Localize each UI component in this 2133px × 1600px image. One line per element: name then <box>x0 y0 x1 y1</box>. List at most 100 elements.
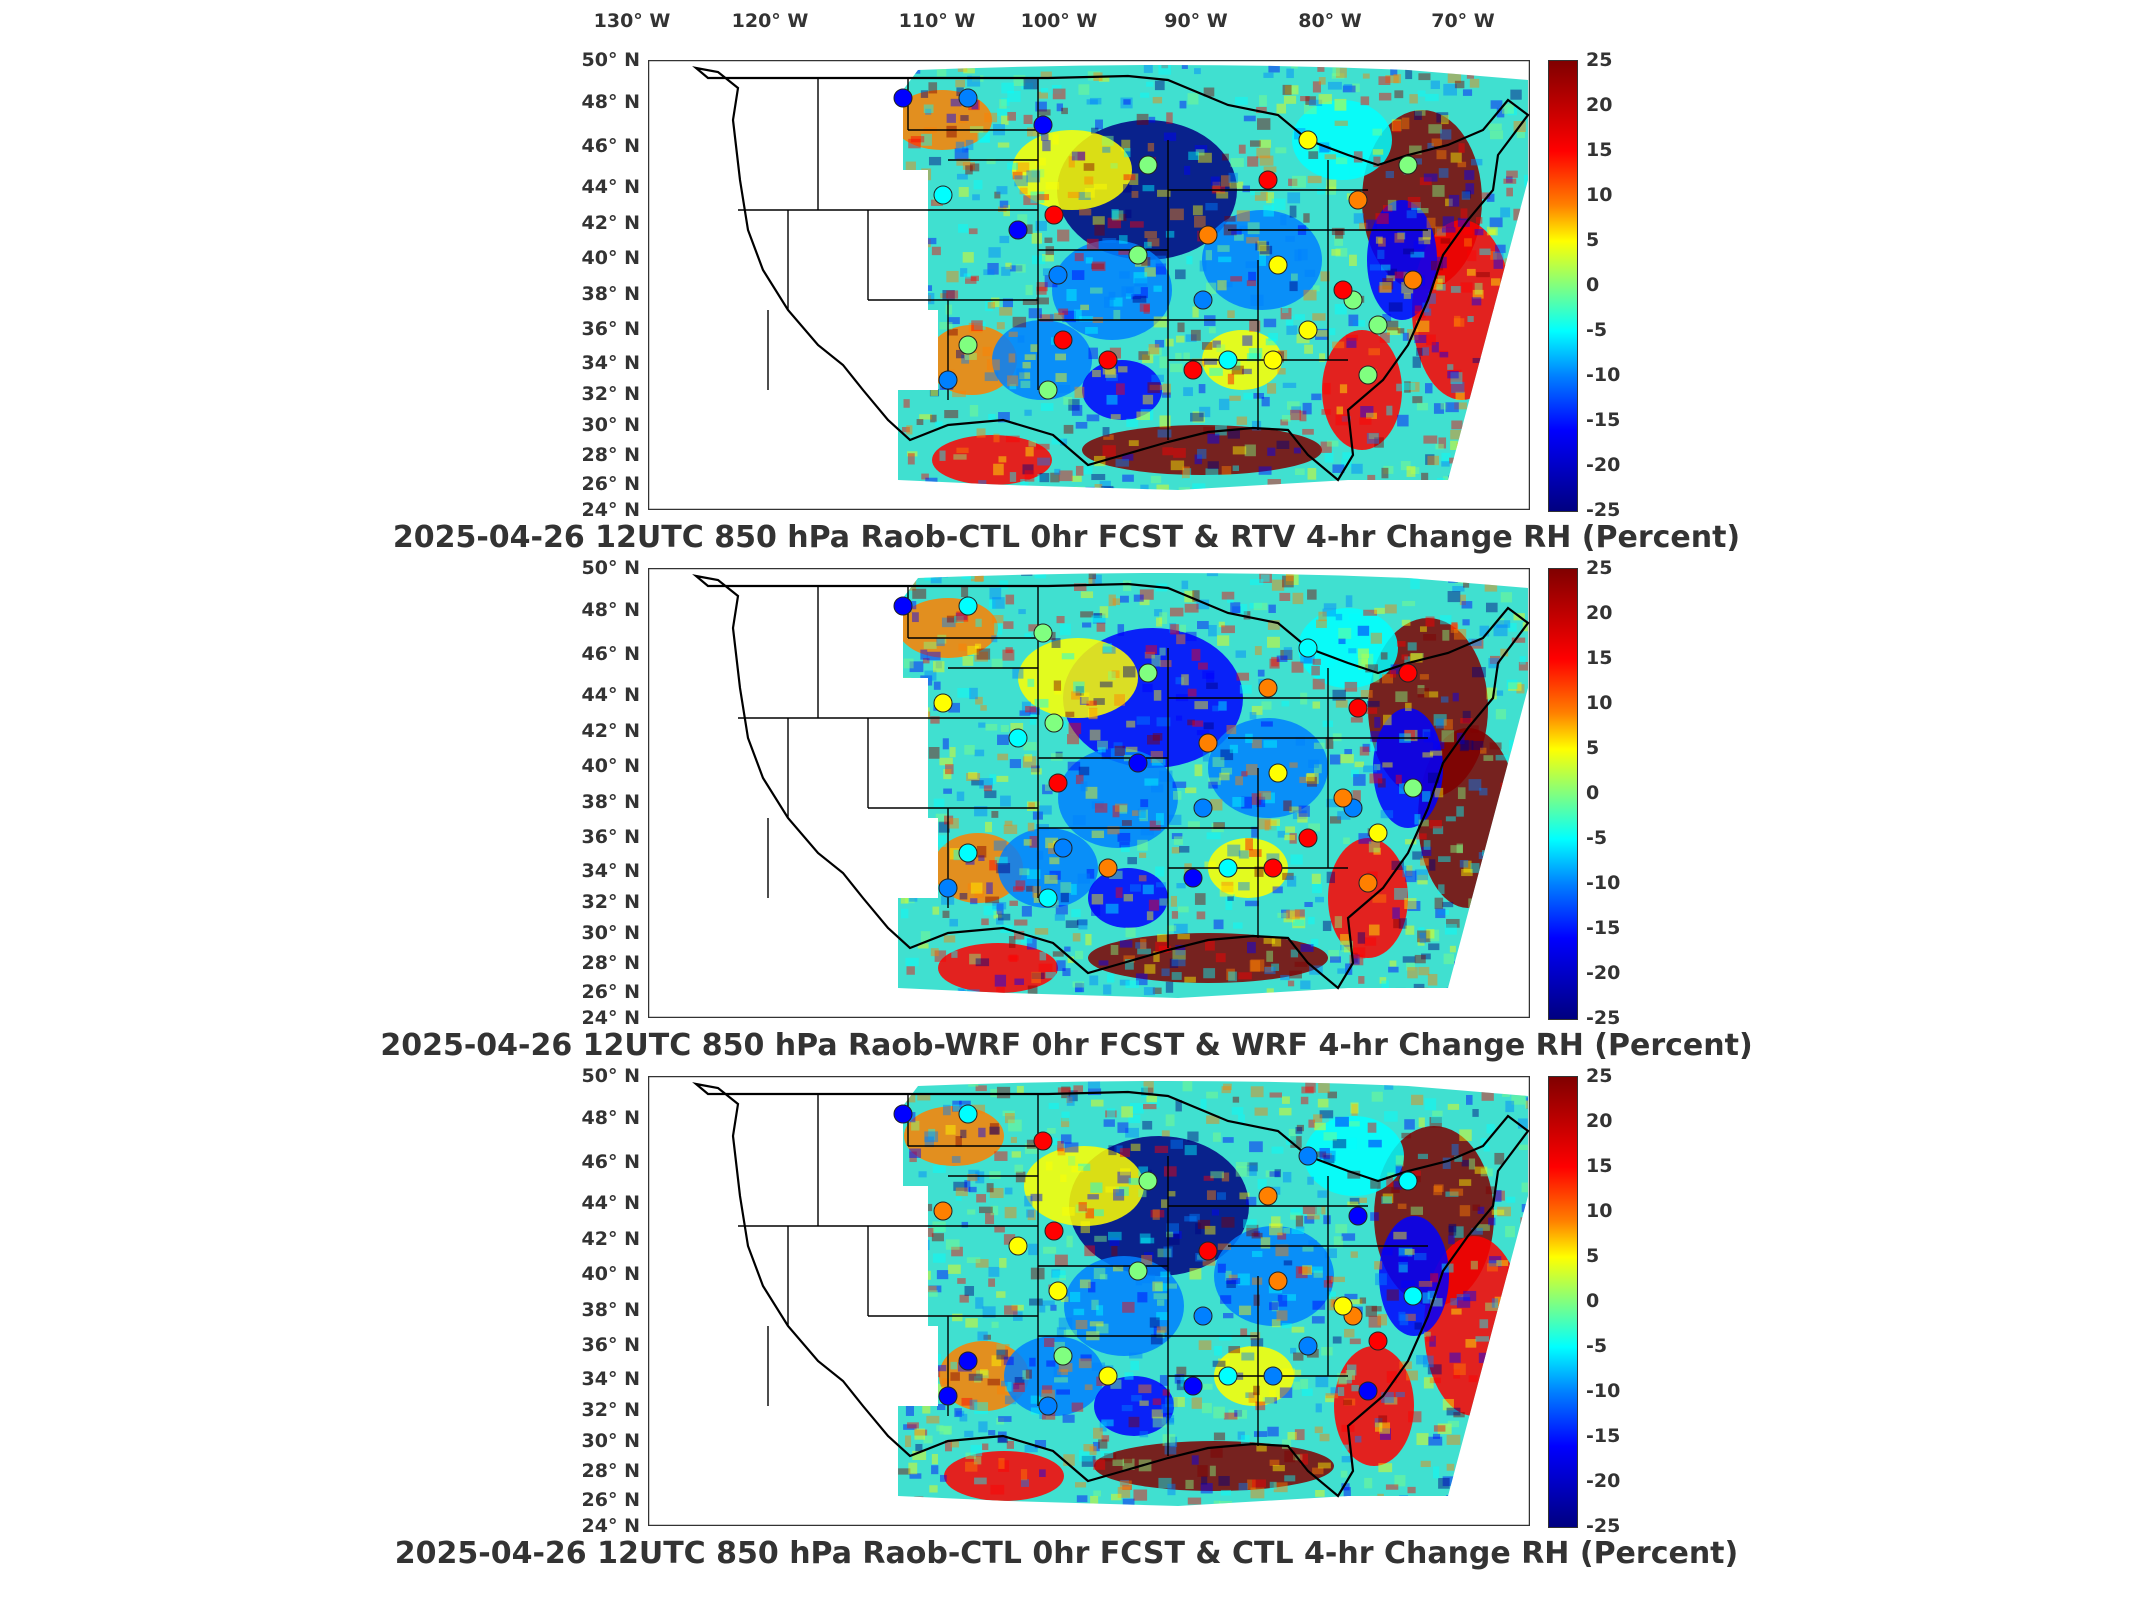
latitude-label: 34° N <box>581 859 640 882</box>
latitude-label: 40° N <box>581 247 640 269</box>
latitude-label: 48° N <box>581 91 640 114</box>
raob-station-dot <box>1198 1241 1218 1261</box>
latitude-label: 34° N <box>581 351 640 374</box>
raob-station-dot <box>1128 245 1148 265</box>
raob-station-dot <box>958 88 978 108</box>
raob-station-dot <box>1268 763 1288 783</box>
raob-station-dot <box>1333 1296 1353 1316</box>
latitude-label: 28° N <box>581 952 640 975</box>
longitude-label: 70° W <box>1431 10 1495 32</box>
latitude-label: 28° N <box>581 1460 640 1483</box>
raob-station-dot <box>1048 265 1068 285</box>
latitude-label: 30° N <box>581 413 640 436</box>
raob-station-dot <box>1333 280 1353 300</box>
latitude-label: 44° N <box>581 1191 640 1214</box>
raob-station-dot <box>1098 1366 1118 1386</box>
longitude-label: 80° W <box>1298 10 1362 32</box>
latitude-label: 46° N <box>581 134 640 157</box>
raob-station-dot <box>1298 320 1318 340</box>
raob-station-dot <box>1348 698 1368 718</box>
latitude-label: 42° N <box>581 211 640 234</box>
raob-station-dot <box>1128 753 1148 773</box>
colorbar <box>1548 568 1578 1020</box>
colorbar-tick-label: 15 <box>1586 1155 1613 1177</box>
colorbar-tick-label: 25 <box>1586 557 1613 579</box>
raob-station-dot <box>1198 225 1218 245</box>
raob-station-dot <box>1358 873 1378 893</box>
latitude-label: 46° N <box>581 1150 640 1173</box>
colorbar-tick-label: 5 <box>1586 737 1600 759</box>
raob-station-dot <box>1128 1261 1148 1281</box>
colorbar-tick-label: -15 <box>1586 409 1621 431</box>
raob-station-dot <box>1258 678 1278 698</box>
colorbar-tick-label: 15 <box>1586 647 1613 669</box>
raob-station-dot <box>1183 360 1203 380</box>
colorbar-tick-label: -10 <box>1586 872 1621 894</box>
raob-station-dot <box>1333 788 1353 808</box>
latitude-label: 32° N <box>581 1399 640 1422</box>
colorbar-tick-label: 0 <box>1586 782 1600 804</box>
raob-station-dot <box>958 1104 978 1124</box>
latitude-label: 40° N <box>581 1263 640 1285</box>
raob-station-dot <box>1198 733 1218 753</box>
colorbar-tick-label: 5 <box>1586 229 1600 251</box>
raob-station-dot <box>893 88 913 108</box>
raob-station-dot <box>1368 823 1388 843</box>
raob-station-dot <box>1008 1236 1028 1256</box>
raob-station-dot <box>1403 778 1423 798</box>
raob-station-dot <box>1008 728 1028 748</box>
raob-station-dot <box>1348 190 1368 210</box>
colorbar-tick-label: 10 <box>1586 692 1613 714</box>
latitude-label: 42° N <box>581 1227 640 1250</box>
raob-station-dot <box>1403 270 1423 290</box>
raob-station-dot <box>1044 713 1064 733</box>
latitude-label: 38° N <box>581 283 640 305</box>
raob-station-dot <box>1258 1186 1278 1206</box>
colorbar-tick-label: 20 <box>1586 94 1613 116</box>
colorbar-tick-label: -20 <box>1586 962 1621 984</box>
raob-station-dot <box>1218 858 1238 878</box>
longitude-label: 120° W <box>731 10 809 32</box>
raob-station-dot <box>1358 1381 1378 1401</box>
latitude-label: 50° N <box>581 1065 640 1087</box>
panel-title: 2025-04-26 12UTC 850 hPa Raob-CTL 0hr FC… <box>394 1536 1739 1571</box>
latitude-label: 28° N <box>581 444 640 467</box>
latitude-label: 36° N <box>581 825 640 848</box>
colorbar-tick-label: 10 <box>1586 1200 1613 1222</box>
colorbar-tick-label: 10 <box>1586 184 1613 206</box>
colorbar-tick-label: -10 <box>1586 1380 1621 1402</box>
latitude-label: 24° N <box>581 1007 640 1029</box>
raob-station-dot <box>1258 170 1278 190</box>
raob-station-dot <box>938 370 958 390</box>
rh-change-map <box>648 1076 1530 1526</box>
latitude-label: 30° N <box>581 1429 640 1452</box>
colorbar-tick-label: 20 <box>1586 602 1613 624</box>
latitude-label: 34° N <box>581 1367 640 1390</box>
latitude-label: 44° N <box>581 175 640 198</box>
longitude-label: 130° W <box>593 10 671 32</box>
colorbar-tick-label: 0 <box>1586 1290 1600 1312</box>
raob-station-dot <box>933 185 953 205</box>
raob-station-dot <box>1368 1331 1388 1351</box>
raob-station-dot <box>938 1386 958 1406</box>
colorbar-tick-label: -20 <box>1586 454 1621 476</box>
colorbar-tick-label: -20 <box>1586 1470 1621 1492</box>
colorbar-tick-label: -10 <box>1586 364 1621 386</box>
raob-station-dot <box>958 843 978 863</box>
latitude-label: 32° N <box>581 383 640 406</box>
colorbar-tick-label: -5 <box>1586 827 1608 849</box>
latitude-label: 44° N <box>581 683 640 706</box>
raob-station-dot <box>1358 365 1378 385</box>
latitude-label: 50° N <box>581 49 640 71</box>
latitude-label: 26° N <box>581 1489 640 1512</box>
colorbar <box>1548 60 1578 512</box>
raob-station-dot <box>1348 1206 1368 1226</box>
latitude-label: 30° N <box>581 921 640 944</box>
colorbar-tick-label: -15 <box>1586 1425 1621 1447</box>
colorbar-tick-label: 20 <box>1586 1110 1613 1132</box>
colorbar-tick-label: -15 <box>1586 917 1621 939</box>
raob-station-dot <box>933 1201 953 1221</box>
raob-station-dot <box>1044 205 1064 225</box>
latitude-label: 50° N <box>581 557 640 579</box>
raob-station-dot <box>938 878 958 898</box>
